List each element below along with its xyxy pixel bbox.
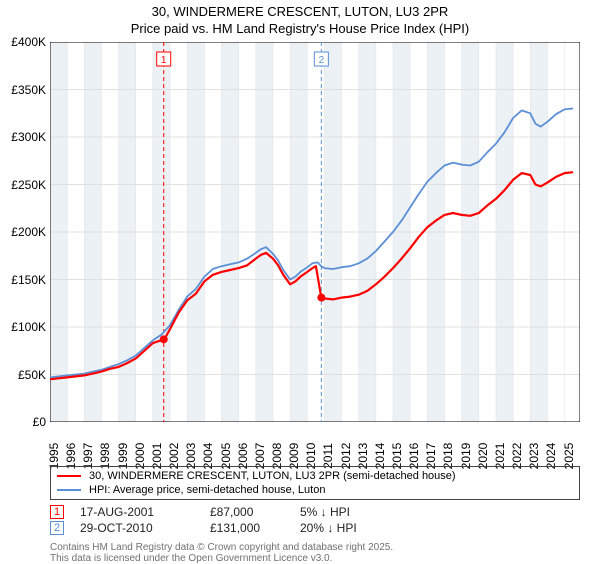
plot-svg: 12: [50, 42, 580, 422]
y-tick-label: £300K: [11, 130, 46, 144]
y-tick-label: £0: [33, 415, 46, 429]
y-tick-label: £100K: [11, 320, 46, 334]
event-row: 1 17-AUG-2001£87,0005% ↓ HPI: [50, 504, 580, 520]
event-date: 17-AUG-2001: [80, 505, 210, 519]
legend-swatch: [57, 475, 81, 477]
plot-area: 12: [50, 42, 580, 422]
y-tick-label: £350K: [11, 83, 46, 97]
event-diff: 20% ↓ HPI: [300, 521, 390, 535]
y-tick-label: £400K: [11, 35, 46, 49]
event-date: 29-OCT-2010: [80, 521, 210, 535]
title-line-1: 30, WINDERMERE CRESCENT, LUTON, LU3 2PR: [0, 4, 600, 21]
legend-label: HPI: Average price, semi-detached house,…: [89, 484, 325, 496]
x-axis: 1995199619971998199920002001200220032004…: [50, 422, 580, 462]
event-table: 1 17-AUG-2001£87,0005% ↓ HPI 2 29-OCT-2010£…: [50, 504, 580, 536]
event-row: 2 29-OCT-2010£131,00020% ↓ HPI: [50, 520, 580, 536]
event-marker-box: 2: [50, 521, 64, 535]
title-line-2: Price paid vs. HM Land Registry's House …: [0, 21, 600, 38]
legend-box: 30, WINDERMERE CRESCENT, LUTON, LU3 2PR …: [50, 466, 580, 500]
legend-item: 30, WINDERMERE CRESCENT, LUTON, LU3 2PR …: [51, 469, 579, 483]
event-diff: 5% ↓ HPI: [300, 505, 390, 519]
chart-container: 30, WINDERMERE CRESCENT, LUTON, LU3 2PR …: [0, 0, 600, 560]
y-tick-label: £200K: [11, 225, 46, 239]
y-tick-label: £150K: [11, 273, 46, 287]
y-tick-label: £50K: [18, 368, 46, 382]
event-marker-box: 1: [50, 505, 64, 519]
footer-line-2: This data is licensed under the Open Gov…: [50, 553, 580, 564]
y-axis: £0£50K£100K£150K£200K£250K£300K£350K£400…: [0, 42, 50, 422]
legend-item: HPI: Average price, semi-detached house,…: [51, 483, 579, 497]
legend-label: 30, WINDERMERE CRESCENT, LUTON, LU3 2PR …: [89, 470, 456, 482]
svg-text:2: 2: [319, 55, 325, 66]
footer-attribution: Contains HM Land Registry data © Crown c…: [50, 542, 580, 564]
legend-swatch: [57, 489, 81, 491]
event-price: £131,000: [210, 521, 300, 535]
event-price: £87,000: [210, 505, 300, 519]
y-tick-label: £250K: [11, 178, 46, 192]
svg-text:1: 1: [161, 55, 167, 66]
footer-line-1: Contains HM Land Registry data © Crown c…: [50, 542, 580, 553]
chart-title: 30, WINDERMERE CRESCENT, LUTON, LU3 2PR …: [0, 0, 600, 38]
